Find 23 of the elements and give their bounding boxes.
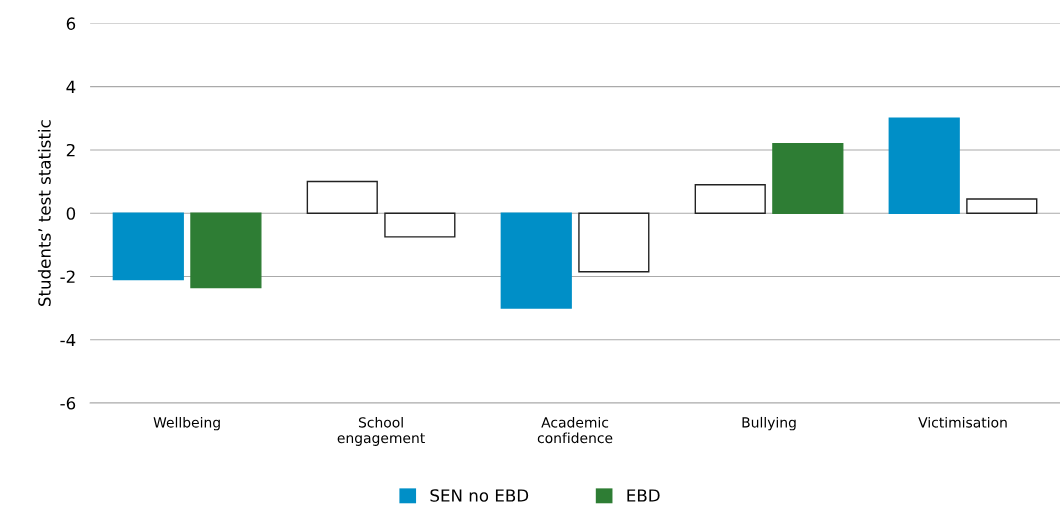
y-tick-label: 6: [66, 17, 76, 30]
x-tick-label: Bullying: [742, 416, 796, 431]
bar: [112, 212, 184, 281]
y-tick-label: 2: [66, 143, 75, 157]
y-tick-label: 4: [66, 80, 76, 93]
bar: [772, 142, 844, 214]
bar: [384, 212, 456, 238]
x-tick-label: Academic confidence: [537, 416, 613, 444]
y-tick-label: -2: [60, 270, 75, 283]
legend-label: SEN no EBD: [430, 489, 529, 502]
bar: [500, 212, 572, 309]
bar: [966, 198, 1038, 214]
bar: [888, 117, 960, 214]
x-tick-label: Wellbeing: [153, 416, 220, 431]
bar: [190, 212, 262, 289]
y-tick-label: -4: [60, 333, 76, 347]
y-axis-title: Students’ test statistic: [37, 120, 51, 306]
y-tick-label: -6: [60, 396, 76, 410]
x-tick-label: Victimisation: [918, 416, 1007, 428]
bar: [578, 212, 650, 273]
legend-label: EBD: [627, 489, 660, 502]
x-tick-label: School engagement: [337, 416, 425, 446]
y-tick-label: 0: [66, 207, 76, 220]
